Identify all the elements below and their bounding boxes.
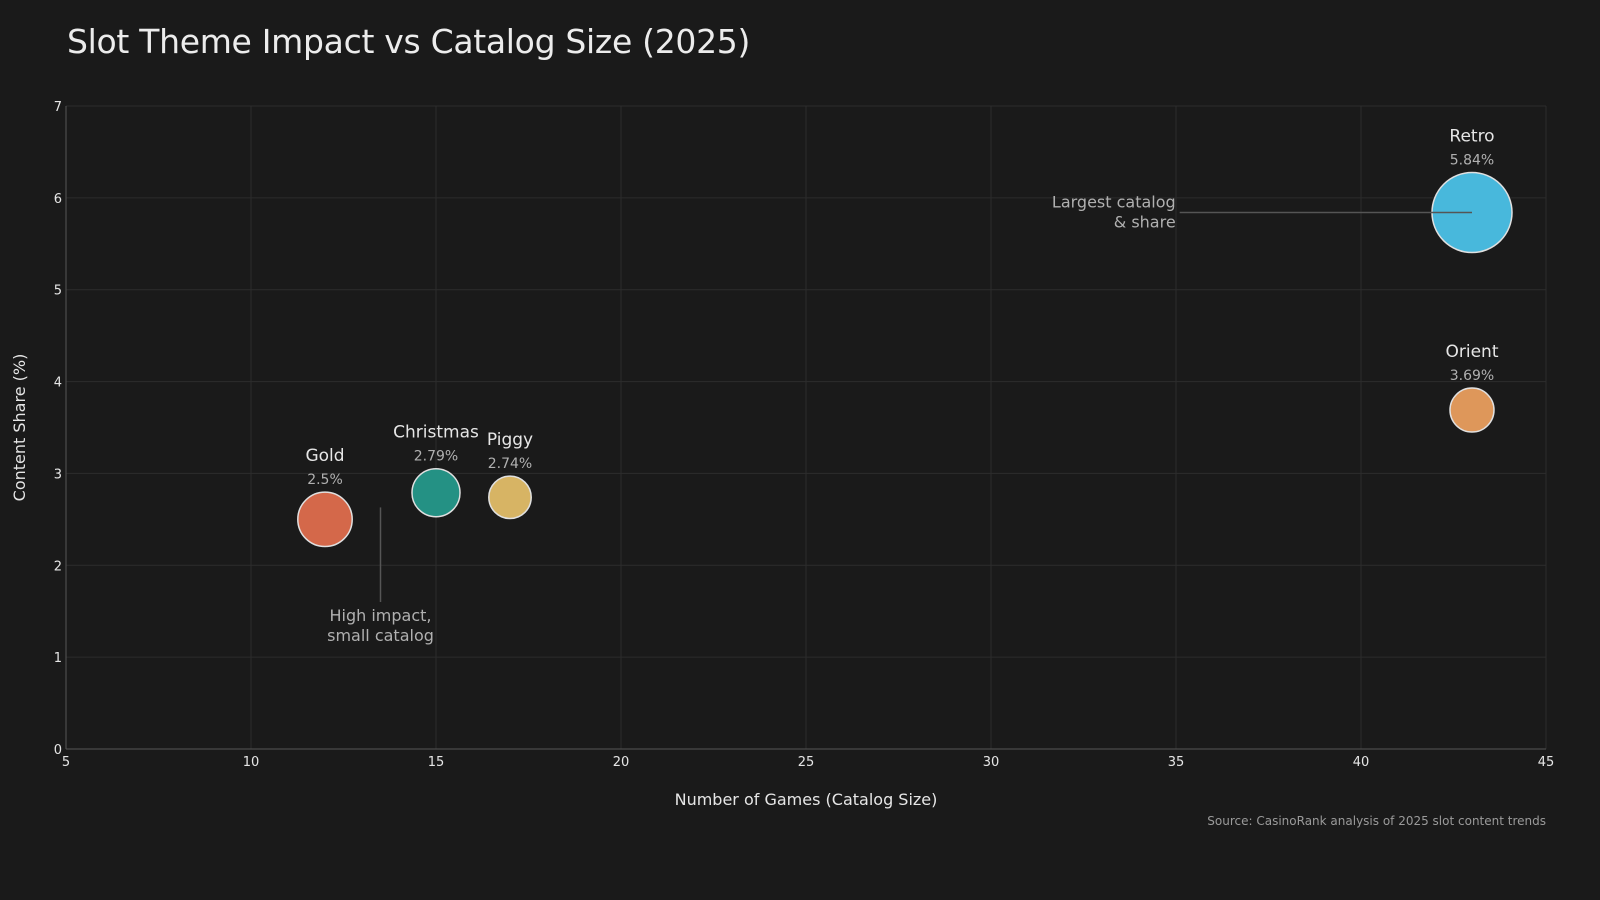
bubble-name-label: Orient [1446,342,1499,362]
bubble-christmas [411,467,461,518]
y-tick-label: 7 [54,100,62,115]
bubble-gold [297,491,353,548]
x-tick-label: 35 [1168,755,1185,770]
bubble-piggy [488,475,532,520]
bubble-name-label: Gold [305,446,344,466]
y-tick-label: 5 [54,284,62,299]
bubble-value-label: 2.5% [307,472,343,488]
annotation-text: Largest catalog [1052,193,1176,212]
y-tick-label: 1 [54,651,62,666]
bubble-name-label: Piggy [487,430,533,450]
x-axis-label: Number of Games (Catalog Size) [675,790,938,809]
source-note: Source: CasinoRank analysis of 2025 slot… [1207,814,1546,828]
bubble-value-label: 5.84% [1450,153,1494,169]
y-tick-label: 2 [54,559,62,574]
y-tick-label: 0 [54,743,62,758]
x-tick-label: 5 [62,755,70,770]
y-tick-label: 3 [54,467,62,482]
annotation-text: & share [1114,213,1176,232]
x-tick-label: 20 [613,755,630,770]
x-tick-label: 25 [798,755,815,770]
y-tick-label: 6 [54,192,62,207]
y-axis-label: Content Share (%) [10,354,29,502]
x-tick-label: 45 [1538,755,1555,770]
annotation-text: small catalog [327,626,434,645]
bubble-orient [1449,387,1495,433]
bubble-value-label: 2.74% [488,456,532,472]
x-tick-label: 15 [428,755,445,770]
bubble-value-label: 2.79% [414,449,458,465]
x-tick-label: 40 [1353,755,1370,770]
bubble-name-label: Christmas [393,423,479,443]
bubble-value-label: 3.69% [1450,368,1494,384]
x-tick-label: 10 [243,755,260,770]
chart-title: Slot Theme Impact vs Catalog Size (2025) [67,22,751,61]
bubble-name-label: Retro [1449,127,1494,147]
x-tick-label: 30 [983,755,1000,770]
annotation-text: High impact, [329,606,431,625]
y-tick-label: 4 [54,376,62,391]
